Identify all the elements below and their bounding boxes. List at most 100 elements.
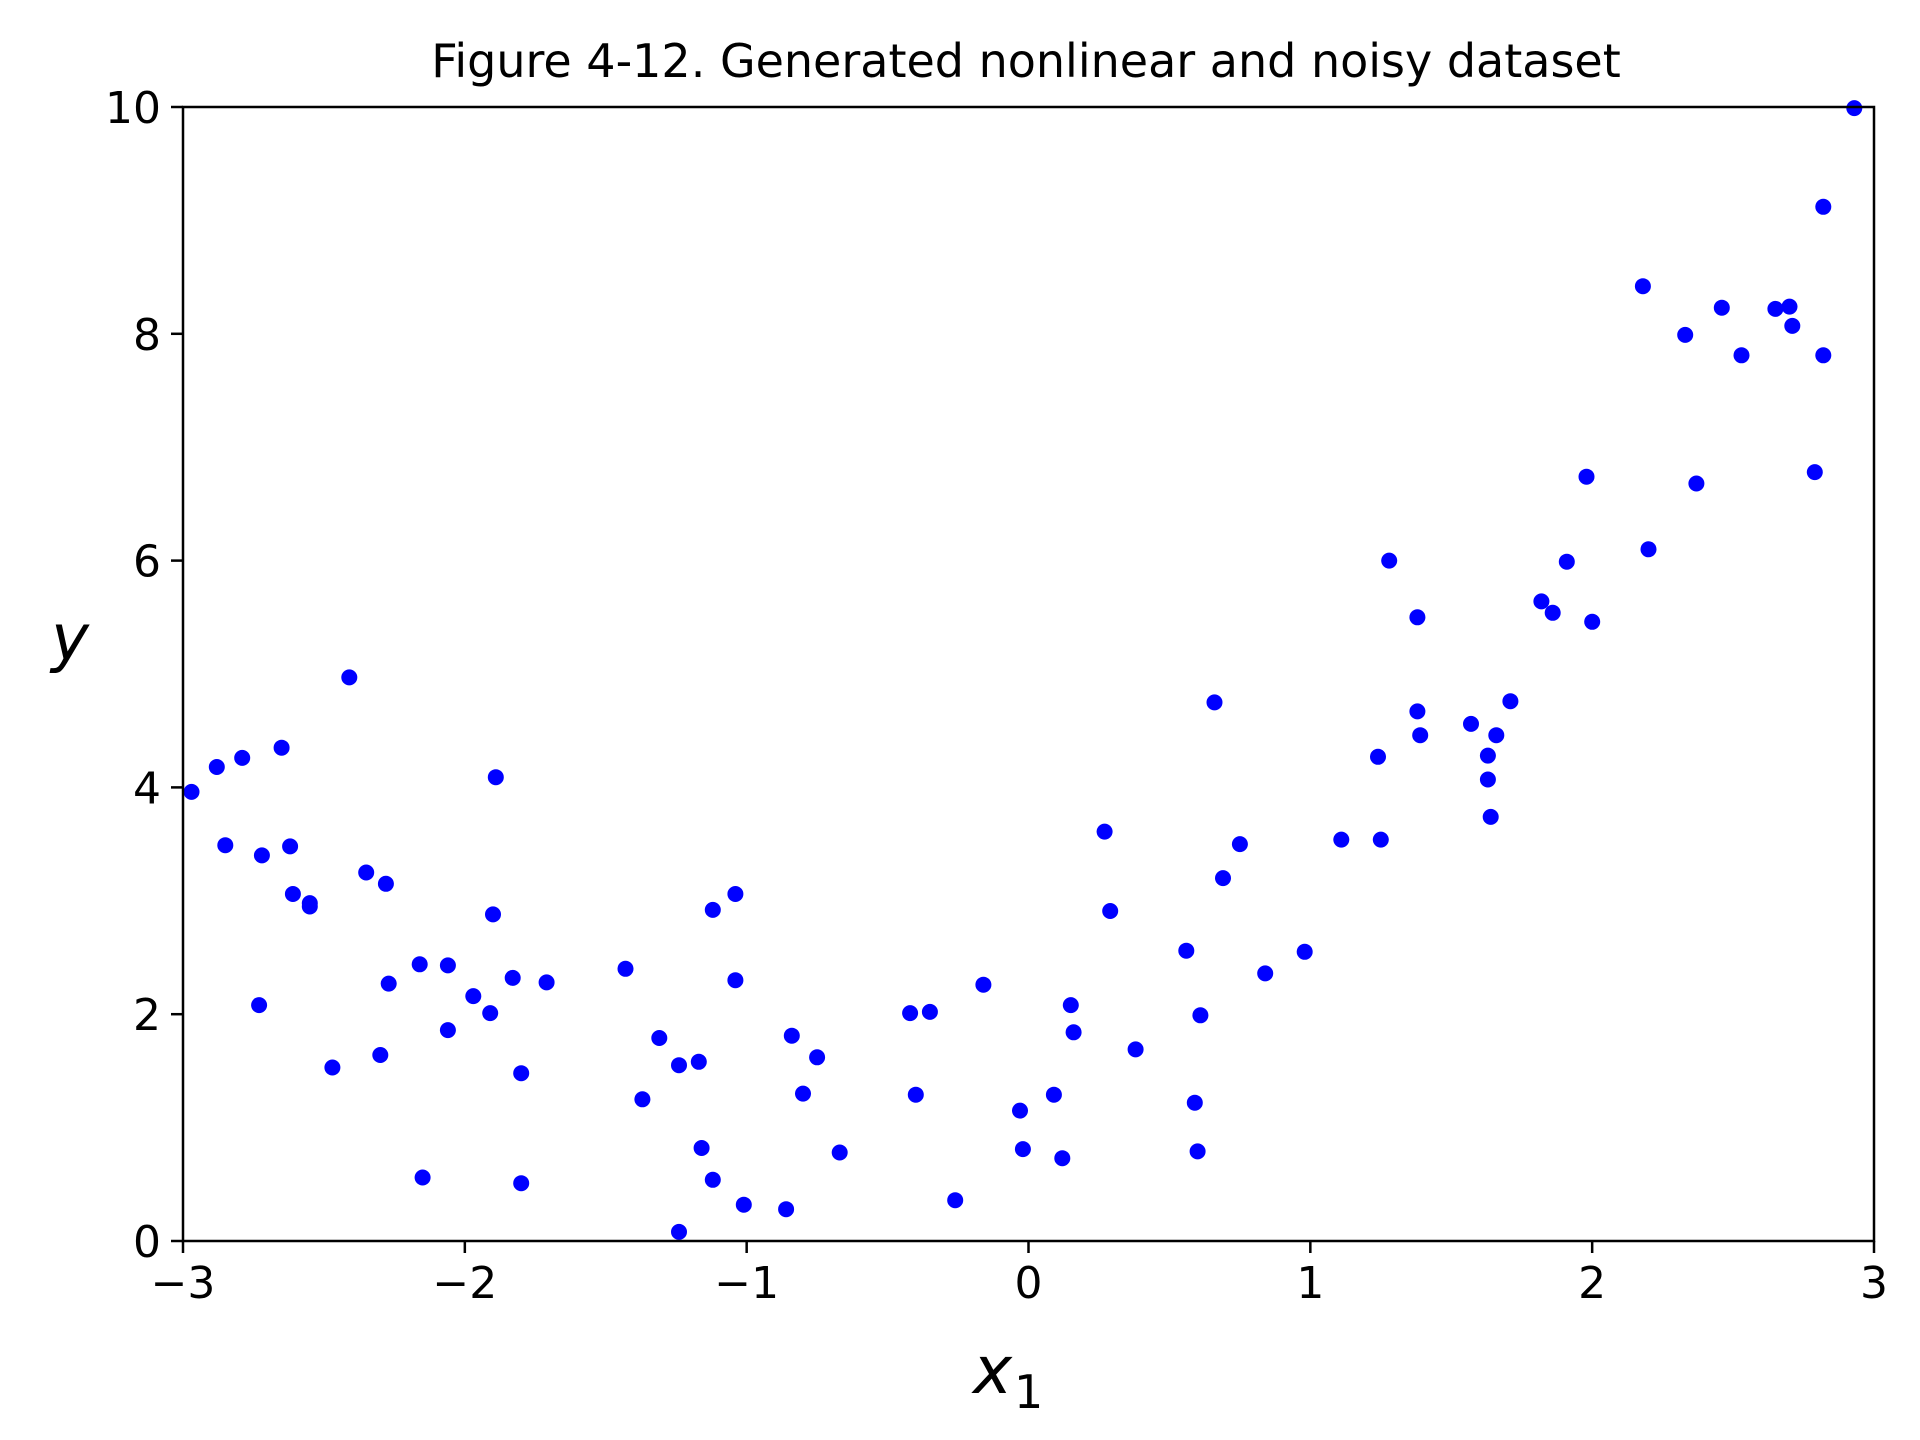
data-point — [513, 1065, 530, 1082]
data-point — [251, 997, 268, 1014]
x-tick-label: 3 — [1860, 1258, 1888, 1309]
data-point — [1533, 593, 1550, 610]
data-point — [778, 1201, 795, 1218]
data-point — [783, 1027, 800, 1044]
data-point — [795, 1085, 811, 1102]
data-point — [1806, 464, 1823, 481]
data-point — [1578, 468, 1595, 485]
data-point — [947, 1192, 964, 1209]
data-point — [1054, 1150, 1071, 1167]
data-point — [217, 837, 234, 854]
data-point — [1634, 278, 1651, 295]
x-tick-label: 2 — [1578, 1258, 1606, 1309]
data-points — [183, 100, 1863, 1240]
data-point — [1409, 609, 1426, 626]
data-point — [634, 1091, 651, 1108]
data-point — [282, 838, 299, 855]
data-point — [671, 1223, 687, 1240]
data-point — [234, 749, 251, 766]
data-point — [1014, 1141, 1031, 1158]
data-point — [1815, 347, 1832, 364]
data-point — [411, 956, 428, 973]
data-point — [513, 1175, 530, 1192]
data-point — [1372, 831, 1389, 848]
data-point — [377, 875, 394, 892]
data-point — [301, 898, 318, 915]
data-point — [1127, 1041, 1144, 1058]
y-axis-label: y — [49, 602, 90, 676]
data-point — [1815, 198, 1832, 215]
data-point — [1296, 943, 1313, 960]
data-point — [487, 769, 504, 786]
data-point — [651, 1030, 668, 1046]
data-point — [482, 1005, 499, 1022]
data-point — [1409, 703, 1426, 720]
data-point — [1370, 748, 1386, 765]
data-point — [1463, 715, 1479, 732]
data-point — [273, 739, 290, 756]
data-point — [693, 1140, 710, 1156]
x-axis-label-subscript: 1 — [1014, 1365, 1043, 1419]
data-point — [831, 1144, 848, 1161]
x-tick-label: −2 — [432, 1258, 497, 1309]
data-point — [1333, 831, 1350, 848]
data-point — [1065, 1024, 1082, 1041]
data-point — [1688, 475, 1705, 492]
data-point — [1502, 693, 1519, 710]
data-point — [414, 1169, 431, 1186]
data-point — [538, 974, 555, 991]
data-point — [1733, 347, 1750, 364]
data-point — [735, 1196, 752, 1213]
y-tick-label: 6 — [133, 537, 161, 588]
data-point — [1189, 1143, 1206, 1160]
data-point — [1206, 694, 1223, 711]
data-point — [1488, 727, 1505, 744]
y-tick-label: 8 — [133, 310, 161, 361]
data-point — [975, 976, 992, 993]
data-point — [341, 669, 358, 686]
data-point — [1257, 965, 1274, 982]
x-tick-label: 1 — [1296, 1258, 1324, 1309]
data-point — [208, 759, 225, 775]
data-point — [921, 1003, 938, 1020]
data-point — [439, 957, 456, 974]
y-tick-label: 0 — [133, 1217, 161, 1268]
data-point — [1544, 604, 1561, 621]
data-point — [358, 864, 375, 881]
data-point — [372, 1047, 389, 1063]
data-point — [1102, 903, 1119, 919]
data-point — [1062, 997, 1079, 1014]
data-point — [1186, 1094, 1203, 1111]
data-point — [1192, 1007, 1209, 1024]
chart-title: Figure 4-12. Generated nonlinear and noi… — [431, 34, 1621, 88]
x-axis-label-text: x — [971, 1332, 1013, 1409]
y-tick-label: 10 — [105, 83, 161, 134]
x-tick-label: −1 — [714, 1258, 779, 1309]
data-point — [727, 972, 744, 989]
data-point — [1781, 298, 1798, 315]
data-point — [1012, 1102, 1028, 1119]
data-point — [1096, 823, 1113, 840]
data-point — [907, 1086, 924, 1103]
x-tick-label: 0 — [1015, 1258, 1043, 1309]
data-point — [809, 1049, 826, 1066]
y-axis-label-text: y — [49, 602, 90, 676]
data-point — [439, 1022, 456, 1039]
data-point — [1045, 1086, 1062, 1103]
data-point — [183, 783, 200, 800]
data-point — [1479, 747, 1496, 764]
data-point — [1231, 836, 1248, 853]
data-point — [485, 906, 501, 923]
axis-ticks: −3 −2 −1 0 1 2 3 0 2 4 6 8 10 — [105, 83, 1888, 1309]
data-point — [1178, 942, 1195, 959]
data-point — [1584, 613, 1601, 630]
plot-frame — [181, 105, 1876, 1243]
data-point — [1215, 870, 1231, 887]
data-point — [253, 847, 270, 864]
data-point — [1767, 300, 1784, 317]
data-point — [704, 1171, 721, 1188]
data-point — [1381, 552, 1398, 569]
y-tick-label: 2 — [133, 990, 161, 1041]
